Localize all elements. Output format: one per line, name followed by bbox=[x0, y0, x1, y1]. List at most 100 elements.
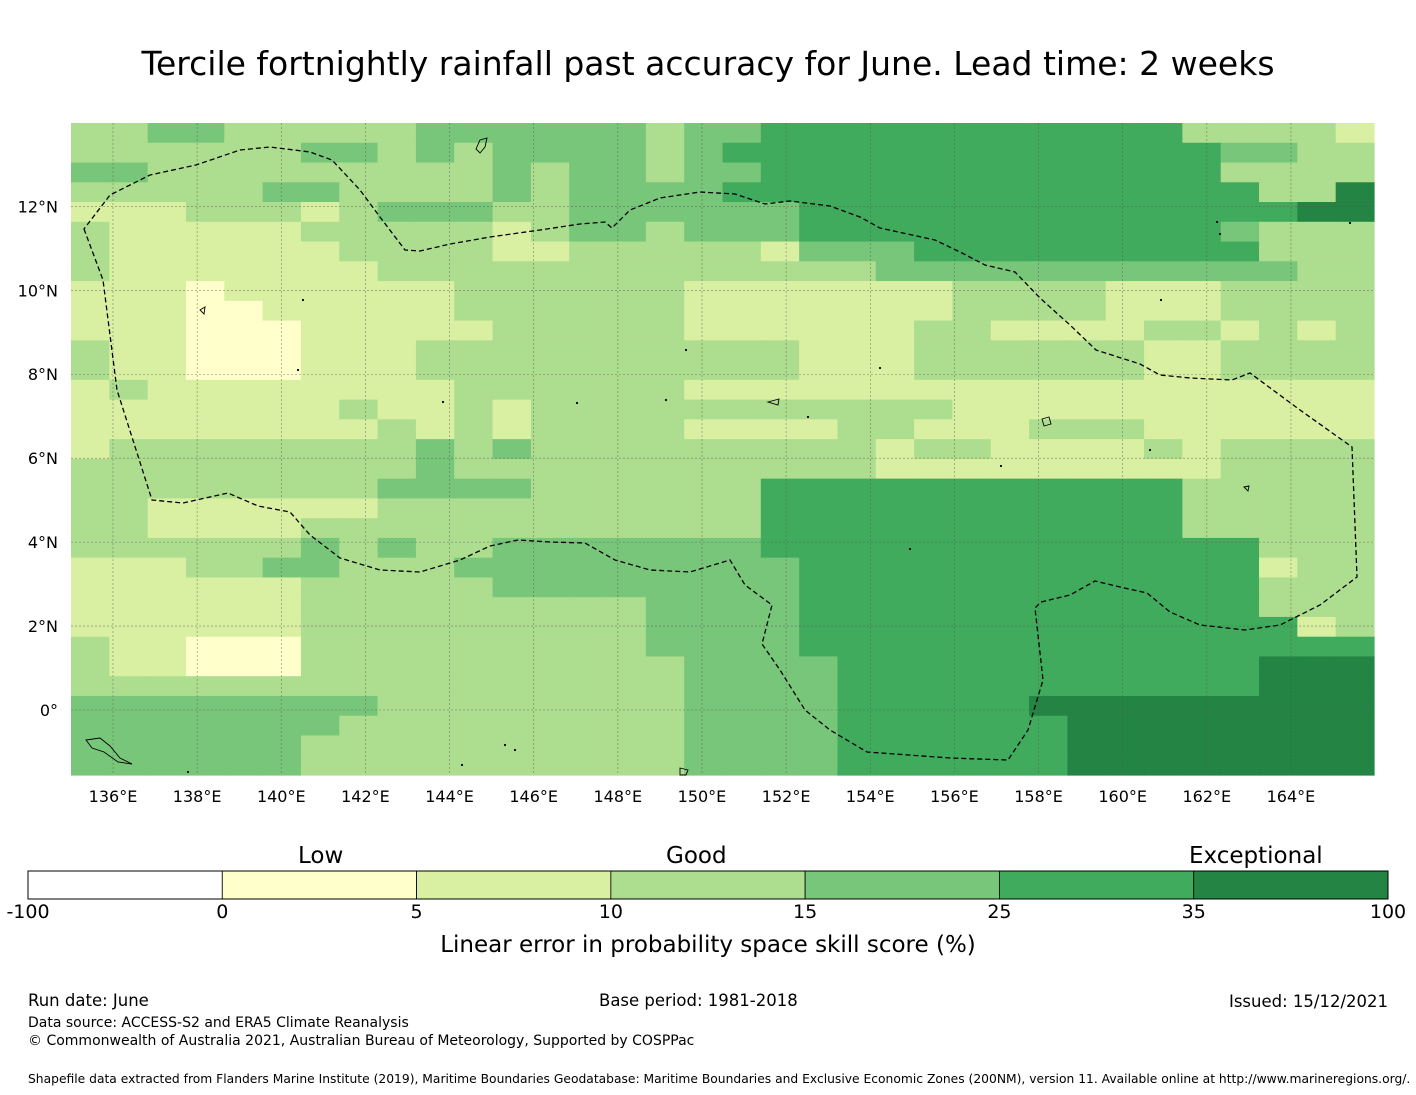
grid-cell bbox=[1220, 537, 1260, 559]
grid-cell bbox=[914, 142, 954, 164]
grid-cell bbox=[1335, 498, 1375, 519]
grid-cell bbox=[875, 735, 915, 756]
grid-cell bbox=[1259, 537, 1298, 559]
grid-cell bbox=[1105, 142, 1145, 164]
grid-cell bbox=[684, 379, 724, 401]
grid-cell bbox=[530, 340, 570, 361]
grid-cell bbox=[1182, 715, 1222, 737]
grid-cell bbox=[147, 656, 187, 677]
islet bbox=[684, 348, 688, 352]
grid-cell bbox=[492, 300, 532, 322]
colorbar-tick-label: 25 bbox=[987, 901, 1012, 923]
grid-cell bbox=[377, 518, 417, 539]
grid-cell bbox=[684, 577, 724, 598]
grid-cell bbox=[454, 616, 494, 638]
grid-cell bbox=[339, 142, 379, 164]
grid-cell bbox=[914, 735, 954, 756]
grid-cell bbox=[109, 537, 149, 559]
grid-cell bbox=[722, 320, 762, 341]
grid-cell bbox=[645, 577, 685, 598]
grid-cell bbox=[339, 656, 379, 677]
grid-cell bbox=[530, 616, 570, 638]
grid-cell bbox=[185, 202, 225, 223]
grid-cell bbox=[262, 360, 302, 381]
grid-cell bbox=[875, 241, 915, 262]
grid-cell bbox=[185, 537, 225, 559]
grid-cell bbox=[377, 320, 417, 341]
grid-cell bbox=[109, 320, 149, 341]
grid-cell bbox=[1259, 498, 1298, 519]
grid-cell bbox=[875, 182, 915, 203]
longitude-tick-label: 142°E bbox=[341, 787, 390, 806]
longitude-tick-labels: 136°E 138°E 140°E 142°E 144°E 146°E 148°E 150°E… bbox=[89, 787, 1316, 806]
grid-cell bbox=[224, 695, 264, 717]
latitude-tick-label: 2°N bbox=[28, 617, 58, 636]
grid-cell bbox=[1029, 735, 1069, 756]
grid-cell bbox=[1259, 399, 1298, 420]
grid-cell bbox=[1220, 360, 1260, 381]
grid-cell bbox=[185, 676, 225, 697]
grid-cell bbox=[990, 676, 1030, 697]
grid-cell bbox=[224, 123, 264, 144]
grid-cell bbox=[914, 379, 954, 401]
grid-cell bbox=[645, 162, 685, 183]
grid-cell bbox=[1220, 241, 1260, 262]
grid-cell bbox=[1144, 458, 1183, 480]
grid-cell bbox=[569, 597, 609, 618]
grid-cell bbox=[224, 241, 264, 262]
grid-cell bbox=[1220, 162, 1260, 183]
grid-cell bbox=[760, 676, 800, 697]
grid-cell bbox=[339, 755, 379, 776]
grid-cell bbox=[722, 518, 762, 539]
grid-cell bbox=[799, 221, 839, 243]
grid-cell bbox=[377, 419, 417, 440]
grid-cell bbox=[1297, 419, 1337, 440]
grid-cell bbox=[262, 379, 302, 401]
grid-cell bbox=[224, 439, 264, 460]
grid-cell bbox=[684, 123, 724, 144]
grid-cell bbox=[147, 162, 187, 183]
grid-cell bbox=[300, 458, 340, 480]
grid-cell bbox=[684, 261, 724, 282]
grid-cell bbox=[1144, 577, 1183, 598]
grid-cell bbox=[492, 261, 532, 282]
grid-cell bbox=[607, 537, 647, 559]
grid-cell bbox=[645, 458, 685, 480]
grid-cell bbox=[760, 379, 800, 401]
grid-cell bbox=[454, 281, 494, 302]
grid-cell bbox=[185, 715, 225, 737]
grid-cell bbox=[1335, 221, 1375, 243]
grid-cell bbox=[645, 695, 685, 717]
grid-cell bbox=[1105, 261, 1145, 282]
grid-cell bbox=[415, 458, 455, 480]
grid-cell bbox=[837, 360, 877, 381]
grid-cell bbox=[569, 676, 609, 697]
grid-cell bbox=[300, 202, 340, 223]
grid-cell bbox=[990, 320, 1030, 341]
grid-cell bbox=[339, 557, 379, 579]
grid-cell bbox=[607, 616, 647, 638]
grid-cell bbox=[415, 399, 455, 420]
grid-cell bbox=[914, 241, 954, 262]
grid-cell bbox=[569, 557, 609, 579]
grid-cell bbox=[415, 557, 455, 579]
grid-cell bbox=[1144, 518, 1183, 539]
grid-cell bbox=[1220, 439, 1260, 460]
grid-cell bbox=[1220, 261, 1260, 282]
grid-cell bbox=[952, 162, 992, 183]
grid-cell bbox=[1335, 676, 1375, 697]
grid-cell bbox=[799, 695, 839, 717]
grid-cell bbox=[1182, 419, 1222, 440]
grid-cell bbox=[799, 676, 839, 697]
grid-cell bbox=[837, 439, 877, 460]
grid-cell bbox=[990, 202, 1030, 223]
grid-cell bbox=[684, 478, 724, 499]
grid-cell bbox=[415, 597, 455, 618]
grid-cell bbox=[607, 518, 647, 539]
grid-cell bbox=[607, 399, 647, 420]
grid-cell bbox=[875, 656, 915, 677]
grid-cell bbox=[1297, 379, 1337, 401]
grid-cell bbox=[377, 755, 417, 776]
grid-cell bbox=[147, 715, 187, 737]
grid-cell bbox=[1144, 636, 1183, 658]
